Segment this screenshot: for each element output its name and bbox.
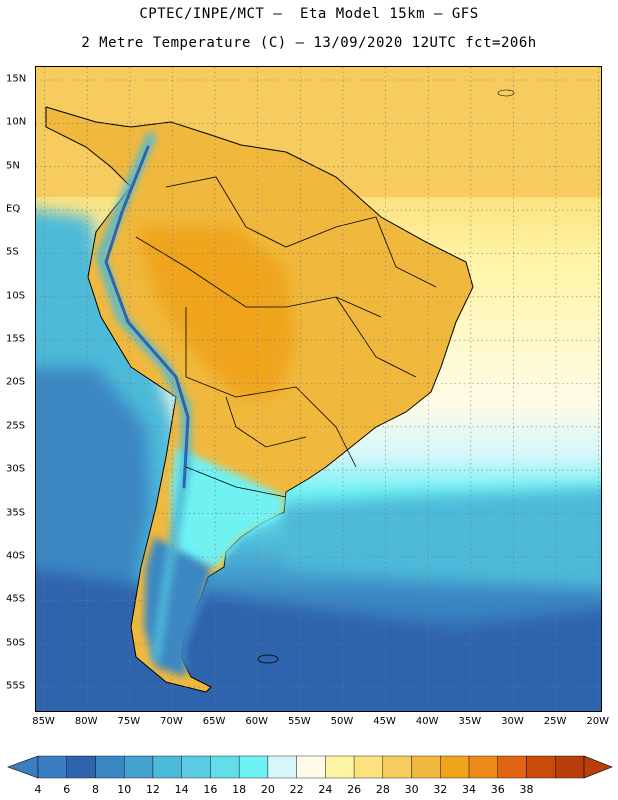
- colorbar-swatch: [152, 755, 182, 779]
- colorbar-label: 4: [34, 783, 42, 796]
- caribbean-island: [497, 89, 515, 97]
- colorbar-swatch: [353, 755, 384, 779]
- colorbar-label: 28: [375, 783, 390, 796]
- lon-label: 65W: [202, 716, 226, 727]
- lat-label: 40S: [6, 550, 26, 562]
- colorbar-label: 20: [260, 783, 275, 796]
- lon-label: 55W: [288, 716, 311, 727]
- colorbar-swatch: [296, 755, 326, 779]
- temperature-map: [35, 66, 602, 712]
- colorbar-label: 12: [145, 783, 160, 796]
- lat-label: 15S: [6, 333, 26, 345]
- colorbar-label: 26: [347, 783, 362, 796]
- colorbar-label: 8: [91, 783, 99, 796]
- country-borders: [135, 176, 437, 498]
- lat-label: 20S: [6, 376, 26, 388]
- lat-label: 10S: [6, 290, 26, 302]
- lon-label: 35W: [458, 716, 482, 727]
- colorbar-swatch: [238, 755, 269, 779]
- lat-label: 15N: [6, 73, 27, 85]
- colorbar-arrow-right: [583, 755, 613, 779]
- lon-label: 30W: [501, 716, 524, 727]
- lat-label: 35S: [6, 507, 26, 519]
- colorbar-swatch: [210, 755, 240, 779]
- lon-label: 80W: [74, 716, 98, 727]
- grid-lines: [36, 67, 601, 711]
- colorbar-swatch: [124, 755, 154, 779]
- colorbar-swatch: [526, 755, 556, 779]
- lon-label: 50W: [330, 716, 354, 727]
- lat-label: 50S: [6, 637, 26, 649]
- colorbar-swatch: [66, 755, 96, 779]
- colorbar-swatch: [95, 755, 125, 779]
- atlantic-cool-band: [276, 487, 601, 586]
- cool-southern-land: [171, 447, 286, 567]
- colorbar-label: 14: [174, 783, 189, 796]
- colorbar-arrow-left: [7, 755, 39, 779]
- lat-label: 30S: [6, 463, 26, 475]
- colorbar-swatch: [468, 755, 498, 779]
- warm-interior: [136, 227, 296, 397]
- andes-core: [104, 145, 190, 489]
- colorbar-swatch: [181, 755, 211, 779]
- lat-label: EQ: [6, 203, 21, 215]
- colorbar-label: 22: [289, 783, 304, 796]
- colorbar-swatch: [411, 755, 441, 779]
- lat-label: 45S: [6, 593, 26, 605]
- lat-label: 10N: [6, 116, 27, 128]
- lon-label: 25W: [543, 716, 567, 727]
- colorbar-swatch: [555, 755, 585, 779]
- colorbar-label: 24: [318, 783, 333, 796]
- map-title-line2: 2 Metre Temperature (C) – 13/09/2020 12U…: [81, 35, 537, 51]
- colorbar-label: 18: [232, 783, 247, 796]
- lon-label: 45W: [373, 716, 396, 727]
- colorbar-label: 38: [519, 783, 534, 796]
- map-title-line1: CPTEC/INPE/MCT – Eta Model 15km – GFS: [139, 6, 479, 22]
- colorbar-swatch: [325, 755, 355, 779]
- colorbar-label: 36: [490, 783, 505, 796]
- lon-label: 85W: [32, 716, 55, 727]
- colorbar-label: 10: [117, 783, 132, 796]
- lon-label: 75W: [117, 716, 141, 727]
- lat-label: 25S: [6, 420, 26, 432]
- temperature-colorbar: [7, 755, 613, 779]
- colorbar-swatch: [382, 755, 412, 779]
- lon-label: 60W: [245, 716, 268, 727]
- falkland-islands: [257, 654, 279, 664]
- colorbar-label: 34: [462, 783, 477, 796]
- colorbar-label: 16: [203, 783, 218, 796]
- lon-label: 40W: [415, 716, 439, 727]
- colorbar-label: 6: [63, 783, 71, 796]
- lon-label: 70W: [160, 716, 183, 727]
- colorbar-swatch: [37, 755, 67, 779]
- colorbar-label: 30: [404, 783, 419, 796]
- lat-label: 5N: [6, 160, 20, 172]
- colorbar-label: 32: [433, 783, 448, 796]
- colorbar-swatch: [267, 755, 297, 779]
- lat-label: 55S: [6, 680, 26, 692]
- lat-label: 5S: [6, 246, 19, 258]
- colorbar-swatch: [440, 755, 470, 779]
- lon-label: 20W: [586, 716, 610, 727]
- colorbar-swatch: [497, 755, 527, 779]
